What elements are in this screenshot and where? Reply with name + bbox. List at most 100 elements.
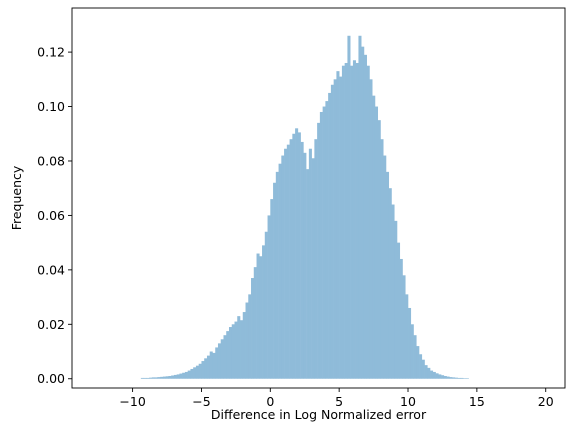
histogram-bar	[361, 46, 365, 379]
histogram-bar	[380, 139, 384, 379]
histogram-bar	[237, 316, 241, 379]
histogram-bar	[438, 374, 442, 379]
histogram-bar	[319, 111, 323, 379]
histogram-bar	[215, 347, 219, 379]
histogram-bar	[245, 302, 249, 379]
histogram-bar	[465, 378, 469, 379]
histogram-bar	[430, 370, 434, 379]
histogram-bar	[264, 231, 268, 379]
histogram-bar	[228, 327, 233, 379]
histogram-bar	[251, 278, 255, 379]
histogram-bar	[154, 377, 158, 379]
histogram-bar	[201, 361, 205, 379]
histogram-bars	[140, 35, 469, 379]
histogram-bar	[306, 169, 310, 379]
histogram-bar	[363, 54, 367, 379]
histogram-bar	[449, 377, 453, 379]
histogram-bar	[325, 101, 329, 379]
histogram-bar	[460, 377, 464, 379]
histogram-bar	[341, 65, 345, 379]
histogram-bar	[347, 35, 351, 379]
histogram-bar	[344, 62, 348, 379]
histogram-bar	[171, 375, 175, 379]
x-tick-label: 5	[335, 394, 343, 409]
histogram-bar	[317, 122, 321, 379]
y-tick-label: 0.08	[37, 153, 65, 168]
x-tick-label: −10	[119, 394, 145, 409]
histogram-bar	[402, 275, 406, 379]
histogram-bar	[284, 148, 288, 379]
histogram-bar	[457, 377, 461, 379]
histogram-bar	[432, 371, 436, 379]
histogram-bar	[195, 365, 199, 379]
histogram-bar	[388, 188, 392, 379]
histogram-bar	[385, 171, 390, 379]
histogram-bar	[292, 133, 296, 379]
histogram-bar	[366, 65, 370, 379]
histogram-bar	[248, 294, 252, 379]
histogram-bar	[339, 76, 343, 379]
histogram-bar	[377, 120, 381, 379]
y-tick-label: 0.06	[37, 208, 65, 223]
histogram-bar	[253, 267, 257, 379]
axes-frame	[71, 7, 566, 389]
histogram-bar	[416, 346, 420, 379]
histogram-bar	[168, 376, 172, 379]
histogram-bar	[206, 355, 211, 379]
histogram-bar	[179, 373, 183, 379]
histogram-bar	[330, 84, 334, 379]
x-tick-label: −5	[192, 394, 210, 409]
histogram-bar	[220, 339, 224, 379]
histogram-bar	[446, 376, 450, 379]
histogram-bar	[256, 253, 260, 379]
histogram-bar	[231, 324, 235, 379]
histogram-bar	[160, 376, 164, 379]
histogram-bar	[217, 343, 222, 379]
histogram-bar	[193, 367, 197, 379]
histogram-bar	[394, 220, 398, 379]
histogram-bar	[413, 335, 417, 379]
y-axis-title: Frequency	[9, 165, 24, 230]
x-tick-label: 15	[469, 394, 485, 409]
histogram-bar	[176, 374, 180, 379]
histogram-bar	[355, 62, 359, 379]
y-tick-label: 0.02	[37, 317, 65, 332]
y-tick-label: 0.00	[37, 371, 65, 386]
histogram-bar	[374, 106, 379, 379]
histogram-bar	[297, 132, 301, 379]
histogram-bar	[421, 359, 425, 379]
histogram-bar	[336, 71, 340, 379]
histogram-bar	[262, 245, 266, 379]
histogram-bar	[151, 377, 155, 379]
histogram-bar	[311, 158, 315, 379]
histogram-bar	[259, 256, 263, 379]
histogram-bar	[408, 307, 412, 379]
histogram-bar	[452, 377, 456, 379]
histogram-bar	[358, 35, 362, 379]
histogram-bar	[275, 171, 279, 379]
histogram-bar	[399, 258, 403, 379]
histogram-bar	[391, 204, 395, 379]
x-tick-label: 10	[400, 394, 416, 409]
histogram-bar	[443, 376, 447, 379]
histogram-bar	[157, 377, 161, 379]
histogram-bar	[405, 294, 409, 379]
histogram-bar	[278, 163, 282, 379]
histogram-bar	[300, 141, 304, 379]
histogram-bar	[419, 354, 423, 379]
histogram-bar	[396, 242, 401, 379]
histogram-bar	[234, 321, 238, 379]
histogram-bar	[427, 367, 431, 379]
histogram-bar	[350, 65, 354, 379]
histogram-bar	[140, 377, 144, 379]
histogram-bar	[173, 374, 177, 379]
x-axis-title: Difference in Log Normalized error	[211, 407, 427, 422]
histogram-bar	[303, 152, 307, 379]
histogram-bar	[187, 370, 191, 379]
histogram-bar	[184, 371, 188, 379]
histogram-bar	[352, 60, 356, 379]
histogram-bar	[372, 95, 376, 379]
histogram-bar	[369, 79, 373, 379]
histogram-bar	[240, 320, 244, 379]
